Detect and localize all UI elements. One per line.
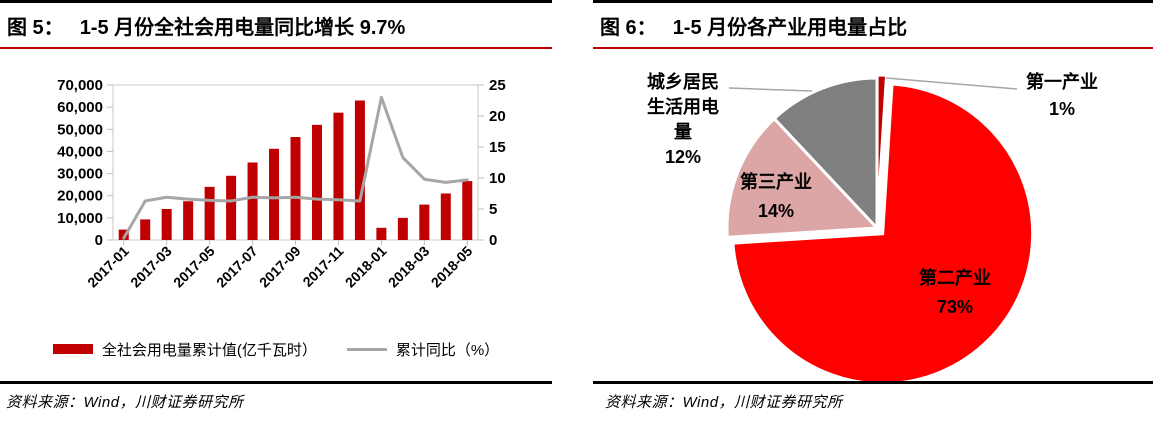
figure5-title: 1-5 月份全社会用电量同比增长 9.7% [79, 16, 406, 39]
svg-text:5: 5 [489, 201, 497, 218]
pie-label-secondary-industry: 第二产业 73% [895, 264, 1015, 322]
bar-2017-04 [183, 201, 194, 240]
svg-text:20,000: 20,000 [57, 188, 103, 205]
pie-label-urban-rural-residential: 城乡居民生活用电量 12% [643, 70, 723, 170]
svg-text:40,000: 40,000 [57, 143, 103, 160]
bar-2017-01 [118, 229, 129, 240]
bar-2017-06 [226, 175, 237, 240]
bar-2017-07 [247, 162, 258, 240]
svg-text:15: 15 [489, 139, 506, 156]
figure6-title: 1-5 月份各产业用电量占比 [672, 16, 908, 39]
bar-2018-01 [376, 227, 387, 240]
figure6-source-text: 资料来源：Wind，川财证券研究所 [605, 394, 843, 411]
pie-label-primary-industry-name: 第一产业 [1026, 72, 1098, 93]
svg-text:2017-03: 2017-03 [127, 243, 175, 291]
bar-2017-08 [269, 148, 280, 240]
leader-line-urban-rural-residential [728, 87, 813, 92]
svg-text:25: 25 [489, 77, 506, 94]
bar-2018-05 [462, 181, 473, 240]
pie-label-urban-rural-residential-pct: 12% [664, 147, 702, 167]
figure5-panel: 图 5： 1-5 月份全社会用电量同比增长 9.7% 0 10,000 20,000… [0, 0, 552, 424]
svg-text:50,000: 50,000 [57, 121, 103, 138]
pie-label-tertiary-industry: 第三产业 14% [716, 168, 836, 226]
figure6-number: 图 6： [600, 16, 657, 39]
legend-item-line-series: 累计同比（%） [346, 339, 500, 360]
svg-text:2017-01: 2017-01 [84, 243, 132, 291]
left-axis: 0 10,000 20,000 30,000 40,000 50,000 60,000 70,… [57, 77, 113, 249]
right-axis: 0 5 10 15 20 25 [478, 77, 506, 249]
svg-text:2018-01: 2018-01 [342, 243, 390, 291]
svg-text:10,000: 10,000 [57, 210, 103, 227]
yoy-trend-line [122, 95, 469, 240]
pie-label-primary-industry-pct: 1% [1048, 99, 1075, 119]
bar-series-swatch [52, 344, 93, 354]
svg-text:70,000: 70,000 [57, 77, 103, 94]
svg-text:30,000: 30,000 [57, 166, 103, 183]
legend-item-bar-series: 全社会用电量累计值(亿千瓦时） [52, 339, 317, 360]
pie-slice-tertiary-industry [725, 116, 881, 240]
line-series-swatch [346, 347, 387, 351]
bar-2017-11 [333, 112, 344, 240]
pie-label-tertiary-industry-name: 第三产业 [740, 172, 812, 193]
pie-slice-urban-rural-residential [772, 76, 879, 232]
figure6-panel: 图 6： 1-5 月份各产业用电量占比 城乡居民生活用电量 12% 第一产业 1… [593, 0, 1153, 424]
industry-share-pie-chart [725, 73, 1035, 382]
pie-label-secondary-industry-name: 第二产业 [919, 268, 991, 289]
bar-2018-02 [397, 217, 408, 240]
svg-text:0: 0 [95, 232, 103, 249]
leader-lines [728, 77, 1018, 92]
electricity-consumption-combo-chart: 0 10,000 20,000 30,000 40,000 50,000 60,000 70,… [57, 77, 506, 291]
bar-series-label: 全社会用电量累计值(亿千瓦时） [101, 341, 317, 359]
figure6-header: 图 6： 1-5 月份各产业用电量占比 [593, 0, 1153, 49]
svg-text:2017-11: 2017-11 [299, 243, 346, 290]
figure6-source: 资料来源：Wind，川财证券研究所 [593, 381, 1153, 424]
bar-2017-02 [140, 219, 151, 240]
bars-group [118, 100, 473, 240]
svg-text:2017-05: 2017-05 [170, 243, 218, 291]
svg-text:2017-07: 2017-07 [213, 243, 261, 291]
svg-text:10: 10 [489, 170, 506, 187]
svg-text:2017-09: 2017-09 [256, 243, 304, 291]
bar-2018-03 [419, 204, 430, 240]
svg-text:20: 20 [489, 108, 506, 125]
figure5-source: 资料来源：Wind，川财证券研究所 [0, 381, 552, 424]
pie-label-secondary-industry-pct: 73% [936, 297, 974, 317]
svg-text:2018-03: 2018-03 [385, 243, 433, 291]
leader-line-primary-industry [885, 77, 1018, 90]
pie-slice-secondary-industry [731, 82, 1035, 382]
svg-text:60,000: 60,000 [57, 99, 103, 116]
bar-2017-09 [290, 137, 301, 240]
pie-label-primary-industry: 第一产业 1% [1002, 70, 1122, 122]
svg-text:2018-05: 2018-05 [428, 243, 476, 291]
x-axis: 2017-012017-032017-052017-072017-092017-… [84, 240, 476, 291]
bar-2017-03 [161, 209, 172, 240]
pie-label-tertiary-industry-pct: 14% [757, 201, 795, 221]
figure5-number: 图 5： [7, 16, 64, 39]
bar-2017-12 [354, 100, 365, 240]
pie-slices [725, 73, 1035, 382]
svg-text:0: 0 [489, 232, 497, 249]
bar-2018-04 [440, 193, 451, 240]
figure5-source-text: 资料来源：Wind，川财证券研究所 [6, 394, 244, 411]
pie-label-urban-rural-residential-name: 城乡居民生活用电量 [647, 72, 719, 143]
figure5-header: 图 5： 1-5 月份全社会用电量同比增长 9.7% [0, 0, 552, 49]
bar-2017-05 [204, 186, 215, 240]
line-series-label: 累计同比（%） [395, 341, 500, 359]
figure5-legend: 全社会用电量累计值(亿千瓦时） 累计同比（%） [0, 339, 552, 359]
bar-2017-10 [311, 124, 322, 240]
pie-slice-primary-industry [875, 73, 889, 226]
